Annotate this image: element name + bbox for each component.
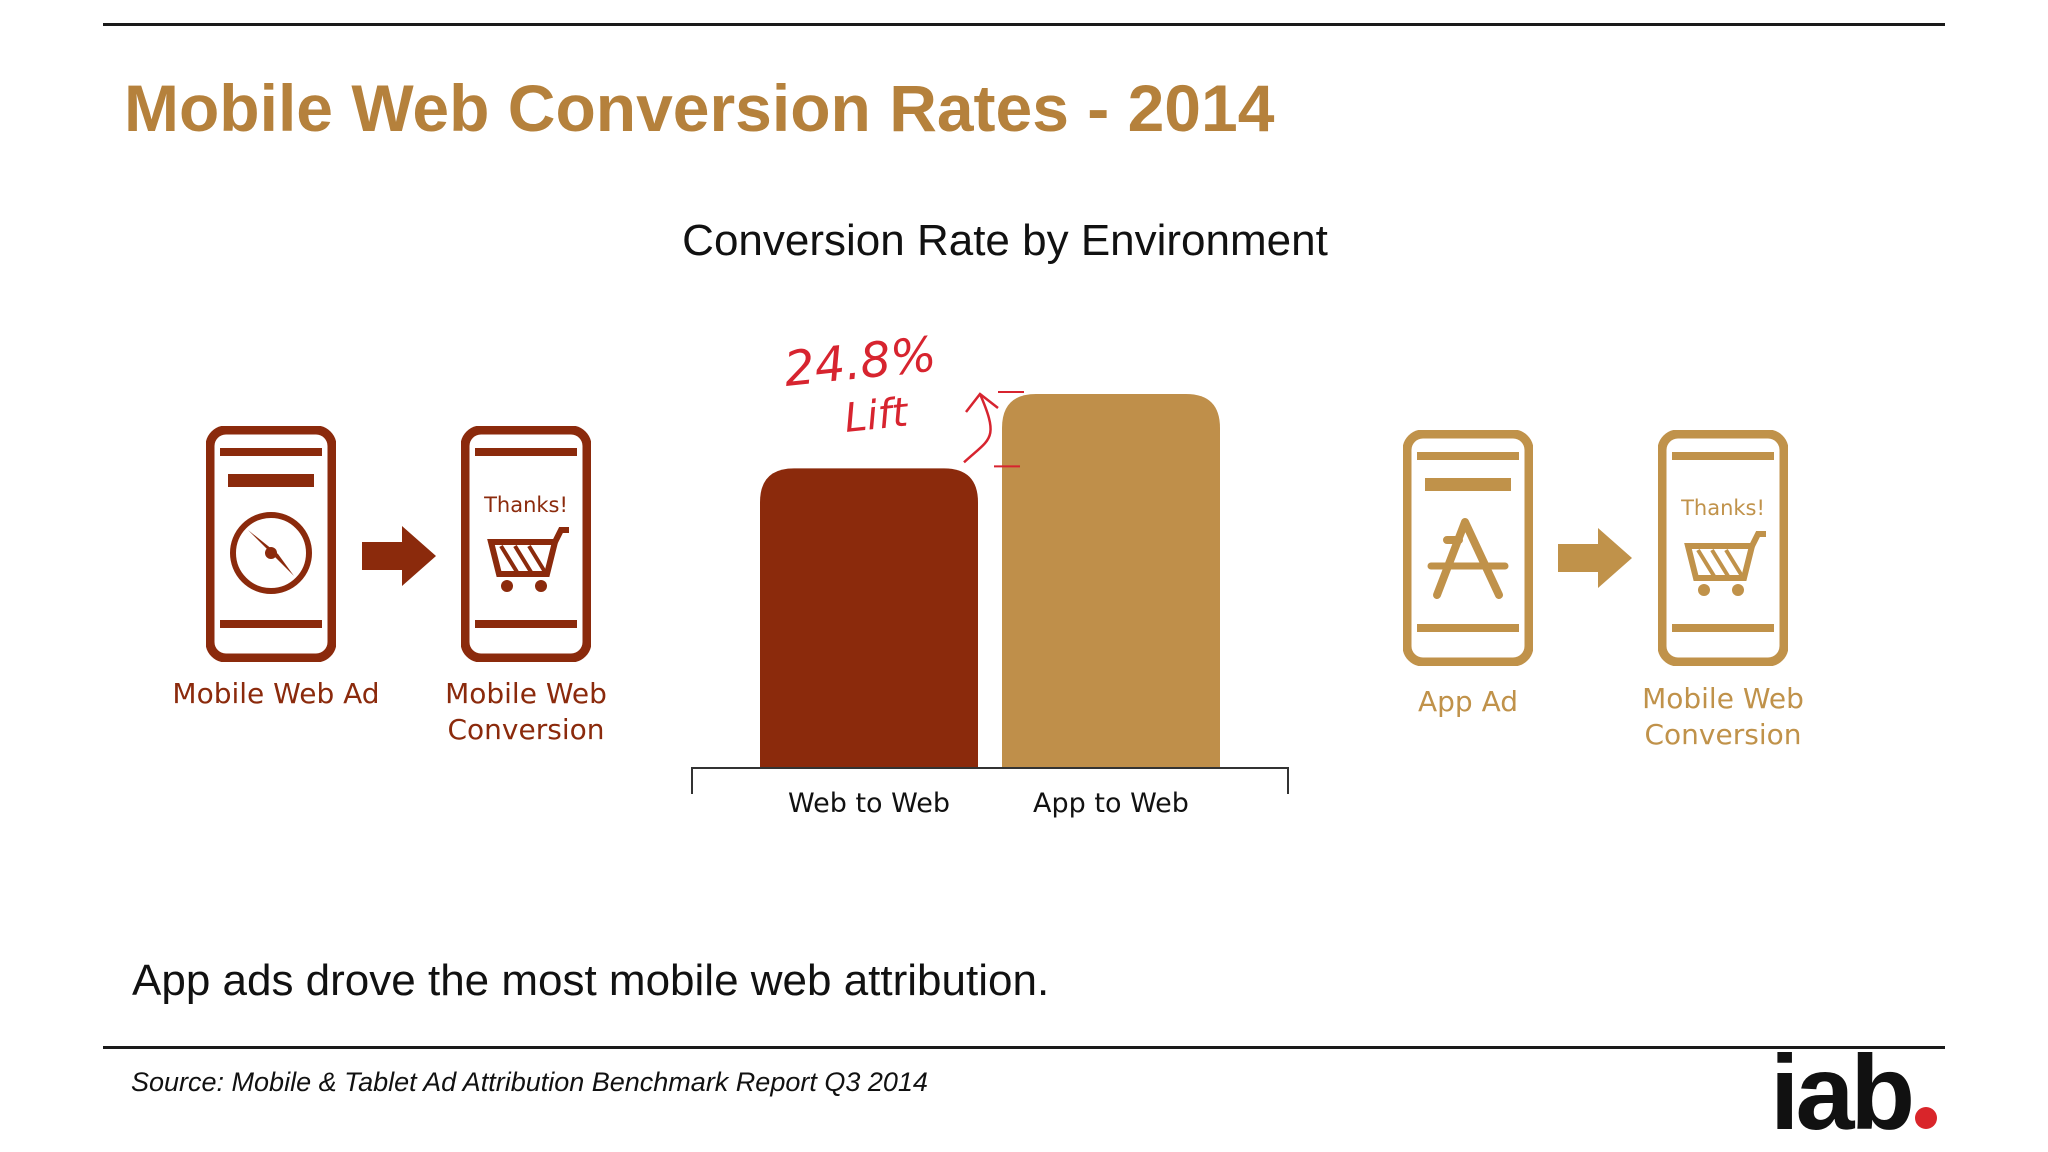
app-ad-label: App Ad	[1417, 685, 1519, 718]
thanks-text-left: Thanks!	[484, 493, 568, 517]
takeaway-text: App ads drove the most mobile web attrib…	[132, 956, 1050, 1005]
right-conversion-label-2: Conversion	[1644, 718, 1802, 751]
phone-compass-icon	[206, 426, 336, 662]
logo-dot	[1915, 1107, 1938, 1129]
top-rule	[103, 23, 1945, 26]
lift-label-annotation: Lift	[842, 389, 911, 441]
chart-title: Conversion Rate by Environment	[682, 216, 1328, 265]
bar-web-to-web	[760, 468, 978, 768]
category-label: Web to Web	[788, 788, 950, 819]
x-axis	[691, 767, 1289, 794]
lift-arrowhead	[965, 392, 999, 413]
lift-arrow	[963, 393, 992, 464]
source-text: Source: Mobile & Tablet Ad Attribution B…	[131, 1067, 928, 1097]
logo-text: iab	[1770, 1034, 1915, 1152]
arrow-right-icon	[362, 526, 436, 586]
bar-chart: Web to Web App to Web 24.8%Lift	[691, 326, 1289, 819]
left-conversion-label-2: Conversion	[447, 713, 605, 746]
mobile-web-ad-label: Mobile Web Ad	[172, 677, 380, 710]
bottom-rule	[103, 1046, 1945, 1049]
iab-logo: iab	[1770, 1040, 1938, 1146]
phone-app-store-icon	[1403, 430, 1533, 666]
phone-cart-icon	[1658, 430, 1788, 666]
right-conversion-label-1: Mobile Web	[1642, 682, 1804, 715]
arrow-right-icon	[1558, 528, 1632, 588]
slide-title: Mobile Web Conversion Rates - 2014	[124, 71, 1275, 145]
bar-app-to-web	[1002, 394, 1220, 768]
thanks-text-right: Thanks!	[1681, 496, 1765, 520]
lift-value-annotation: 24.8%	[781, 326, 939, 398]
phone-cart-icon	[461, 426, 591, 662]
category-label: App to Web	[1033, 788, 1189, 819]
left-conversion-label-1: Mobile Web	[445, 677, 607, 710]
